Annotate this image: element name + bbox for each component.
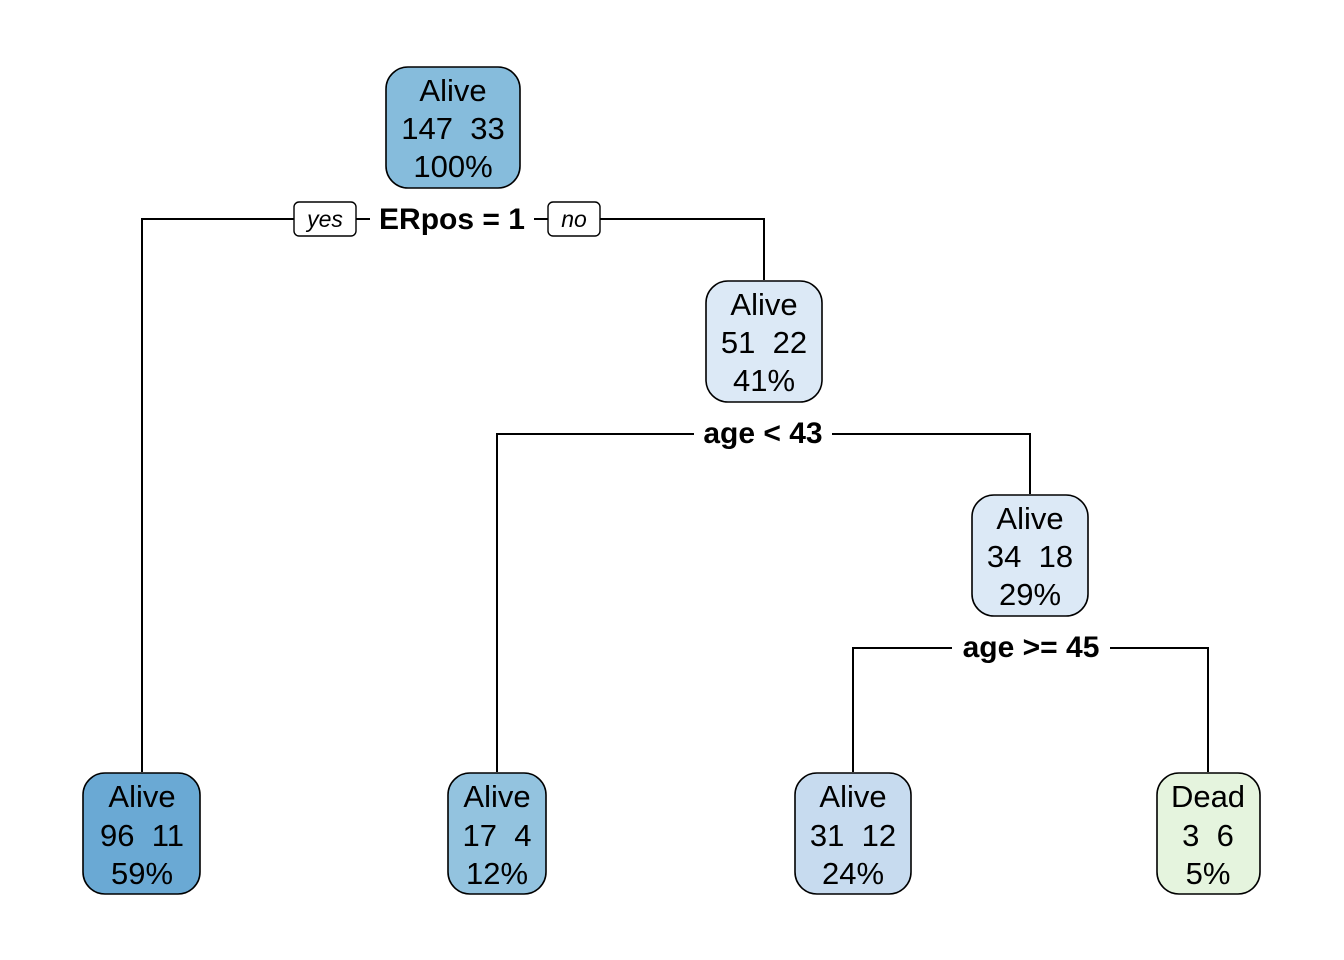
node-box — [447, 772, 547, 895]
node-counts: 31 12 — [810, 818, 896, 853]
node-counts: 34 18 — [987, 539, 1073, 574]
node-3: Alive 51 22 41% — [705, 280, 823, 403]
split-label: ERpos = 1 — [379, 203, 525, 236]
no-label: no — [561, 206, 587, 232]
split-label: age >= 45 — [963, 631, 1100, 664]
node-14: Alive 31 12 24% — [794, 772, 912, 895]
node-percent: 41% — [733, 363, 795, 398]
node-percent: 29% — [999, 577, 1061, 612]
node-class: Alive — [419, 73, 486, 108]
node-percent: 100% — [413, 149, 492, 184]
node-class: Alive — [819, 779, 886, 814]
node-6: Alive 17 4 12% — [447, 772, 547, 895]
node-class: Alive — [996, 501, 1063, 536]
node-counts: 147 33 — [401, 111, 504, 146]
node-box — [794, 772, 912, 895]
node-2: Alive 96 11 59% — [82, 772, 201, 895]
node-box — [82, 772, 201, 895]
node-percent: 5% — [1186, 856, 1231, 891]
branch-tag-no: no — [547, 201, 601, 237]
node-root: Alive 147 33 100% — [385, 66, 521, 189]
node-box — [971, 494, 1089, 617]
node-class: Alive — [463, 779, 530, 814]
node-percent: 24% — [822, 856, 884, 891]
node-box — [705, 280, 823, 403]
node-class: Dead — [1171, 779, 1245, 814]
node-box — [385, 66, 521, 189]
edge-node7-split — [852, 647, 1209, 772]
node-7: Alive 34 18 29% — [971, 494, 1089, 617]
split-label: age < 43 — [703, 417, 822, 450]
node-counts: 96 11 — [100, 818, 184, 853]
node-class: Alive — [730, 287, 797, 322]
edge-root-split — [141, 218, 765, 772]
node-counts: 51 22 — [721, 325, 807, 360]
split-node7: age >= 45 — [952, 629, 1110, 665]
node-percent: 59% — [111, 856, 173, 891]
node-box — [1156, 772, 1261, 895]
split-root: ERpos = 1 — [370, 200, 534, 236]
node-counts: 3 6 — [1182, 818, 1234, 853]
node-class: Alive — [108, 779, 175, 814]
node-15: Dead 3 6 5% — [1156, 772, 1261, 895]
branch-tag-yes: yes — [293, 201, 357, 237]
node-counts: 17 4 — [463, 818, 532, 853]
edge-node3-split — [496, 433, 1031, 772]
yes-label: yes — [305, 206, 343, 232]
split-node3: age < 43 — [694, 415, 832, 451]
node-percent: 12% — [466, 856, 528, 891]
